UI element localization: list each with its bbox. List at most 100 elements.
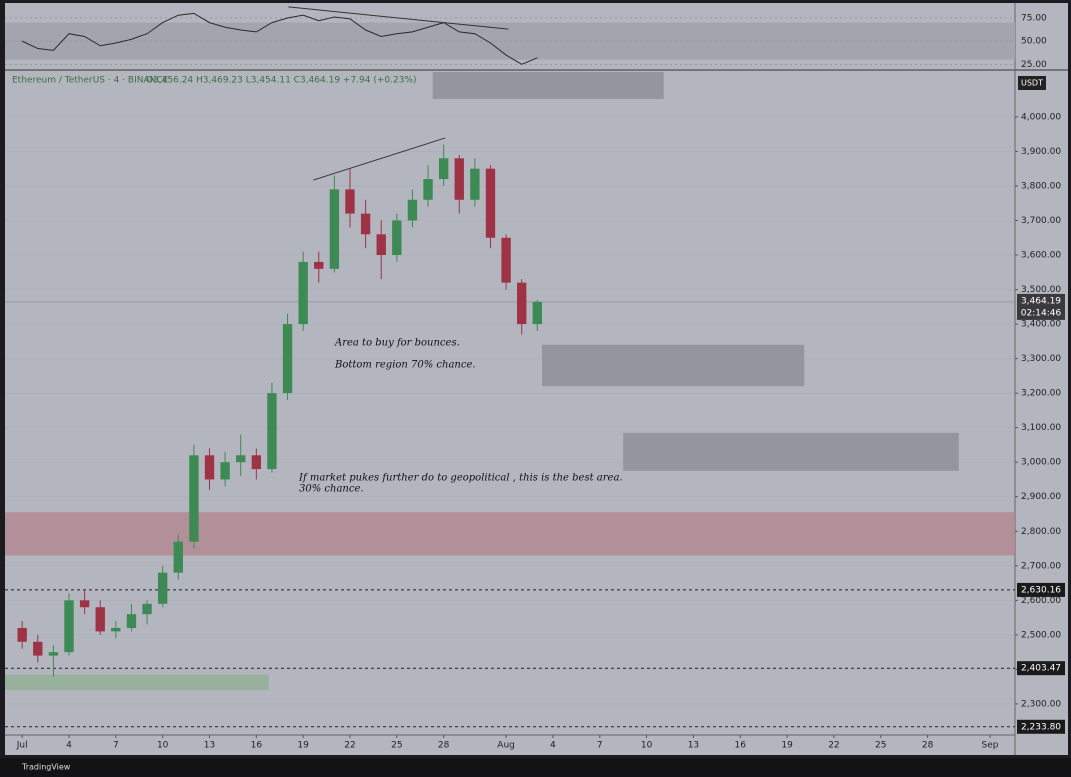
x-tick-label: Aug [497,741,515,751]
annotation: If market pukes further do to geopolitic… [298,473,623,484]
footer-brand: TradingView [21,763,71,772]
y-tick-label: 2,800.00 [1021,527,1061,537]
ohlc-legend: O3,456.24 H3,469.23 L3,454.11 C3,464.19 … [146,76,417,86]
candle-body [360,213,371,235]
x-tick-label: 7 [113,741,119,751]
x-tick-label: 4 [66,741,72,751]
candle-body [79,600,90,608]
candle-body [282,324,293,394]
candle-body [438,158,449,180]
candle-body [314,261,324,269]
x-tick-label: 19 [297,741,309,751]
candle-body [376,234,386,256]
candle-body [532,301,543,325]
annotation: Area to buy for bounces. [334,338,460,349]
y-tick-label: 3,800.00 [1021,181,1061,191]
candle-body [189,455,199,542]
candle-body [64,600,74,653]
x-tick-label: Jul [16,741,28,751]
currency-box [1018,76,1046,90]
zone [5,512,1015,556]
x-tick-label: 19 [781,741,793,751]
candle-body [157,572,168,604]
y-tick-label: 3,900.00 [1021,147,1061,157]
candle-body [48,652,59,656]
x-tick-label: 28 [922,741,934,751]
rsi-tick-label: 50.00 [1021,37,1047,47]
x-tick-label: 7 [597,741,603,751]
level-box [1017,661,1065,676]
candle-body [345,189,355,214]
level-box [1017,582,1065,597]
y-tick-label: 3,600.00 [1021,251,1061,261]
candle-body [298,261,308,325]
candle-body [454,158,464,200]
y-tick-label: 2,600.00 [1021,596,1061,606]
last-price-label: 3,464.19 [1021,296,1061,306]
x-tick-label: 22 [344,741,355,751]
x-tick-label: 13 [688,741,699,751]
x-tick-label: 16 [251,741,263,751]
x-tick-label: 25 [875,741,886,751]
chart-background [5,3,1068,755]
candle-body [267,393,277,470]
rsi-trendline [288,6,509,30]
level-label: 2,403.47 [1021,664,1061,674]
rsi-line [21,12,538,65]
candle-body [470,168,480,200]
level-label: 2,630.16 [1021,585,1061,595]
x-tick-label: 16 [735,741,747,751]
candle-body [95,607,105,632]
candle-body [173,541,183,573]
y-tick-label: 3,300.00 [1021,354,1061,364]
candle-body [485,168,496,238]
y-tick-label: 3,100.00 [1021,423,1061,433]
x-tick-label: 28 [438,741,450,751]
x-tick-label: 10 [157,741,169,751]
x-tick-label: 13 [204,741,215,751]
zone [542,344,805,387]
y-tick-label: 3,200.00 [1021,389,1061,399]
trendline [313,137,446,181]
y-tick-label: 2,700.00 [1021,561,1061,571]
rsi-tick-label: 75.00 [1021,13,1047,23]
zone [623,432,959,471]
footer-bar [0,758,1071,777]
y-tick-label: 3,500.00 [1021,285,1061,295]
annotation: Bottom region 70% chance. [334,360,476,371]
candle-body [33,641,43,656]
candle-body [251,455,262,470]
x-tick-label: 22 [828,741,839,751]
zone [5,674,269,691]
level-box [1017,719,1065,734]
candle-body [407,199,418,221]
candle-body [423,179,433,200]
candle-body [126,614,137,628]
candle-body [236,455,246,463]
zone [432,72,664,99]
y-tick-label: 2,300.00 [1021,699,1061,709]
y-tick-label: 3,000.00 [1021,458,1061,468]
x-tick-label: 10 [641,741,653,751]
y-tick-label: 2,500.00 [1021,630,1061,640]
x-tick-label: 25 [391,741,402,751]
y-tick-label: 3,700.00 [1021,216,1061,226]
candle-body [501,237,511,283]
x-tick-label: 4 [550,741,556,751]
last-price-box [1017,293,1065,320]
candle-body [142,603,152,615]
countdown: 02:14:46 [1021,308,1062,318]
y-tick-label: 3,400.00 [1021,320,1061,330]
symbol-title: Ethereum / TetherUS · 4 · BINANCE [12,76,169,86]
y-tick-label: 4,000.00 [1021,112,1061,122]
currency: USDT [1021,79,1043,88]
level-label: 2,233.80 [1021,722,1061,732]
candle-body [220,462,230,480]
annotation: 30% chance. [299,484,364,495]
candle-body [111,627,121,632]
rsi-tick-label: 25.00 [1021,60,1047,70]
candle-body [329,189,340,269]
candle-body [204,455,215,480]
